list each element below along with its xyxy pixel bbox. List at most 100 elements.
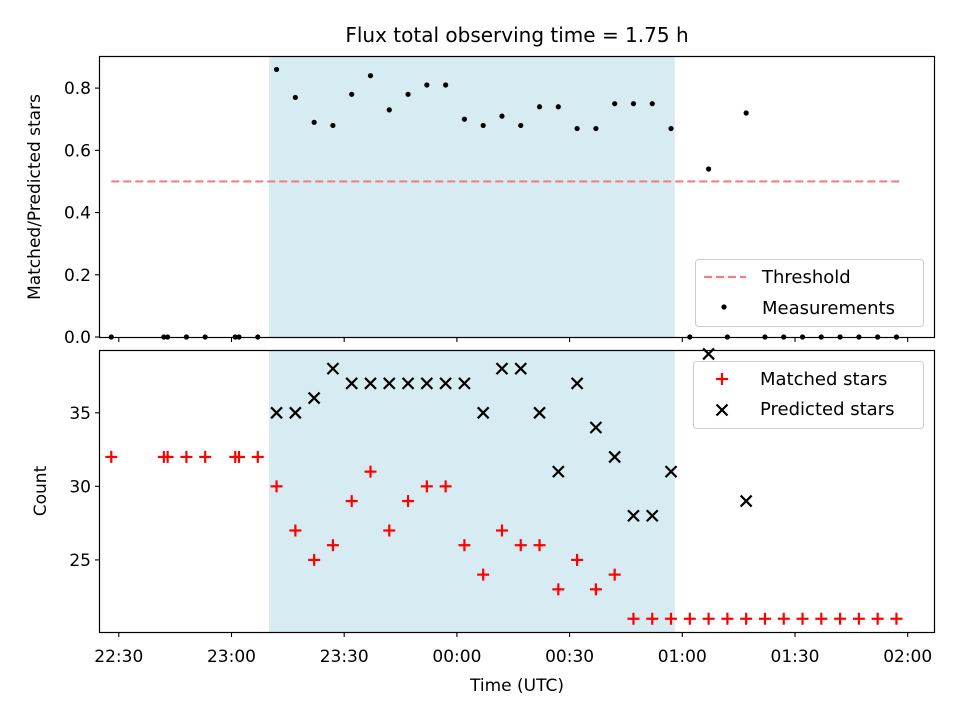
predicted-star-point <box>570 377 584 390</box>
observing-window-shade <box>269 57 675 337</box>
top-y-axis-label: Matched/Predicted stars <box>25 94 45 300</box>
cross-stroke-b <box>533 406 546 420</box>
measurement-point <box>555 104 561 110</box>
predicted-star-point <box>476 406 490 420</box>
bottom-x-tick-label: 23:00 <box>207 647 256 667</box>
legend-plus-marker <box>716 373 728 385</box>
top-subplot: 0.0 0.2 0.4 0.6 0.8 Flux total observing tim… <box>25 23 936 348</box>
matched-star-point <box>852 612 865 625</box>
cross-stroke-b <box>514 362 528 375</box>
measurement-point <box>705 166 712 172</box>
measurement-point <box>593 125 599 132</box>
measurement-point <box>743 110 749 116</box>
matched-star-point <box>627 612 640 625</box>
matched-star-point <box>834 612 847 625</box>
predicted-star-point <box>401 377 415 390</box>
matched-star-point <box>308 553 321 566</box>
bottom-y-axis-label: Count <box>31 465 51 516</box>
cross-stroke-b <box>552 465 565 478</box>
cross-stroke-b <box>608 450 621 464</box>
bottom-legend: Matched stars Predicted stars <box>693 361 924 429</box>
matched-star-point <box>608 568 621 581</box>
bottom-x-tick-label: 01:00 <box>658 647 707 667</box>
legend-predicted-swatch <box>715 403 729 417</box>
cross-stroke-b <box>589 421 603 434</box>
bottom-x-tick-label: 01:30 <box>771 647 820 667</box>
legend-matched-swatch <box>716 373 728 385</box>
measurement-point <box>612 101 618 107</box>
top-y-tick-label: 0.6 <box>64 141 91 161</box>
cross-stroke-b <box>364 377 377 390</box>
cross-stroke-b <box>326 362 340 375</box>
predicted-star-point <box>645 509 659 523</box>
matched-star-point <box>740 612 753 625</box>
top-legend-box <box>695 259 924 327</box>
bottom-y-tick-label: 35 <box>69 404 91 424</box>
matched-star-point <box>777 612 790 625</box>
predicted-star-point <box>458 377 471 390</box>
matched-star-point <box>571 553 584 566</box>
cross-stroke-b <box>627 509 640 523</box>
cross-stroke-b <box>289 406 302 420</box>
matched-star-point <box>758 612 771 625</box>
top-y-tick-label: 0.4 <box>64 204 91 224</box>
cross-stroke-b <box>495 362 509 375</box>
matched-star-point <box>105 450 118 463</box>
bottom-y-tick-label: 30 <box>69 477 91 497</box>
cross-stroke-b <box>664 465 678 478</box>
cross-stroke-b <box>345 377 358 390</box>
top-legend: Threshold Measurements <box>695 259 924 327</box>
predicted-star-point <box>307 391 321 405</box>
matched-star-point <box>552 583 565 596</box>
matched-star-point <box>514 539 527 552</box>
measurement-point <box>480 122 486 129</box>
cross-stroke-b <box>439 377 452 390</box>
measurement-point <box>349 91 355 97</box>
measurement-point <box>424 82 430 88</box>
measurement-point <box>630 101 637 107</box>
cross-stroke-b <box>382 377 396 390</box>
bottom-x-tick-label: 02:00 <box>883 647 932 667</box>
measurement-point <box>499 113 505 119</box>
matched-star-point <box>721 612 734 625</box>
top-axes-frame <box>98 55 936 339</box>
matched-star-point <box>796 612 809 625</box>
measurement-point <box>273 66 280 73</box>
matched-star-point <box>420 480 433 493</box>
matched-star-point <box>702 612 715 625</box>
matched-star-point <box>665 612 678 625</box>
matched-star-point <box>161 450 174 463</box>
measurement-point <box>536 104 543 110</box>
matched-star-point <box>233 450 245 463</box>
cross-stroke-b <box>458 377 471 390</box>
measurement-point <box>311 119 317 125</box>
bottom-subplot: 25 30 35 22:30 23:00 23:30 00:00 00:30 01:00 01:… <box>31 347 936 696</box>
predicted-star-point <box>270 406 283 420</box>
measurement-point <box>518 122 524 129</box>
bottom-x-tick-label: 23:30 <box>320 647 369 667</box>
matched-star-point <box>180 450 193 463</box>
matched-star-point <box>439 480 452 493</box>
matched-star-point <box>199 450 212 463</box>
cross-stroke-b <box>307 391 321 405</box>
measurement-point <box>330 122 336 129</box>
bottom-x-tick-label: 00:00 <box>432 647 481 667</box>
measurement-point <box>461 116 468 122</box>
top-chart-title: Flux total observing time = 1.75 h <box>345 23 688 47</box>
matched-star-point <box>458 539 471 552</box>
matched-star-point <box>402 495 415 508</box>
matched-star-point <box>251 450 264 463</box>
cross-stroke-b <box>715 403 729 417</box>
cross-stroke-b <box>420 377 434 390</box>
matched-star-point <box>364 465 377 478</box>
matched-star-point <box>646 612 659 625</box>
predicted-star-point <box>533 406 546 420</box>
top-y-tick-label: 0.2 <box>64 266 91 286</box>
cross-stroke-b <box>739 494 753 508</box>
matched-star-point <box>533 539 546 552</box>
predicted-star-point <box>608 450 621 464</box>
predicted-star-point <box>289 406 302 420</box>
predicted-star-point <box>589 421 603 434</box>
predicted-star-point <box>420 377 434 390</box>
